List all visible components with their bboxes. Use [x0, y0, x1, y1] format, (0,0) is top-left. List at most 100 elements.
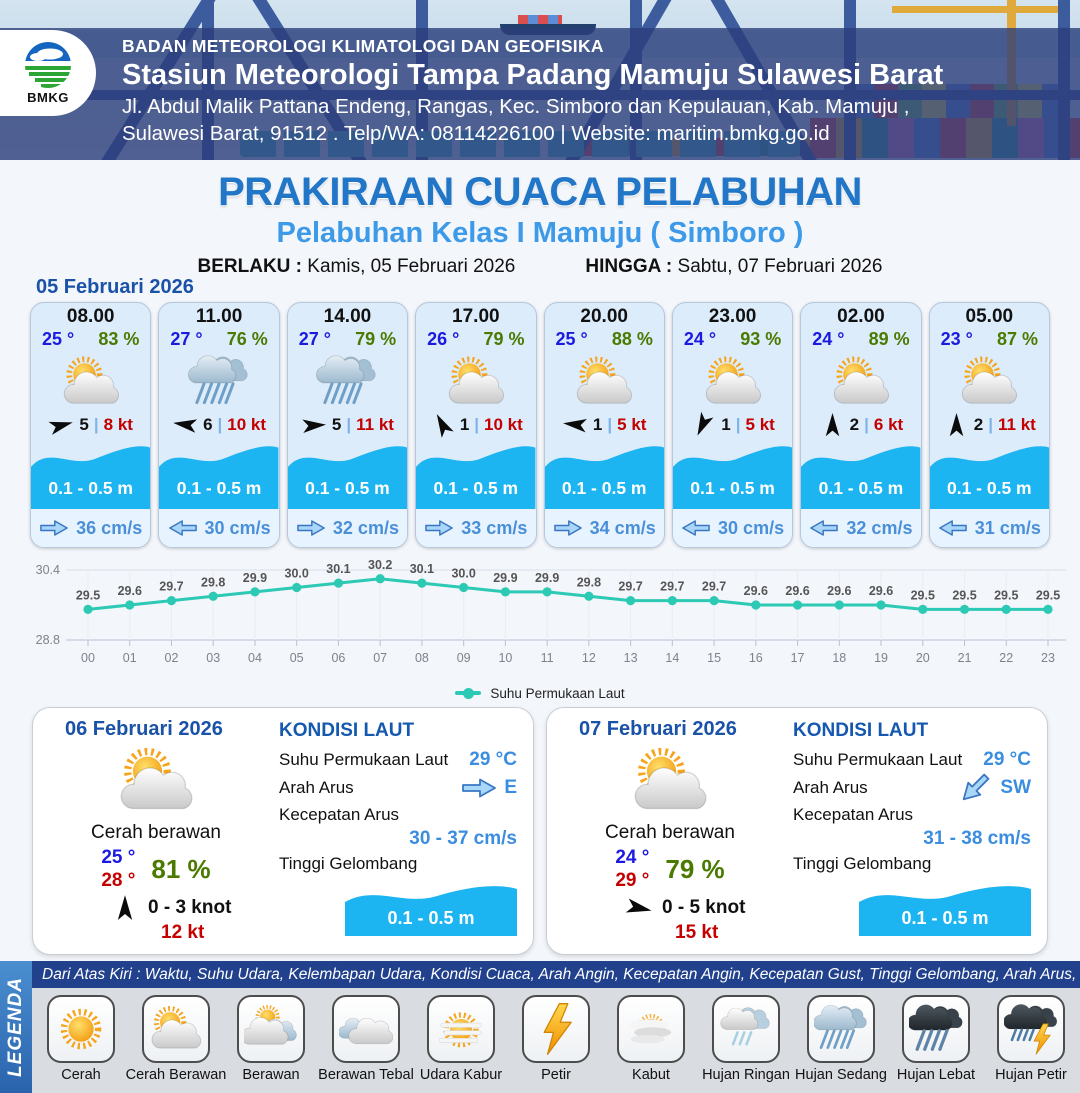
wave-height-label: Tinggi Gelombang [279, 854, 418, 873]
wind-direction-icon [428, 409, 456, 440]
temp-min: 25 ° [101, 846, 136, 868]
wave-height-value: 0.1 - 0.5 m [387, 908, 475, 928]
wave-height-value: 0.1 - 0.5 m [433, 478, 519, 498]
current-row: 36 cm/s [31, 509, 151, 547]
svg-text:29.8: 29.8 [201, 575, 225, 589]
wind-speed: 1 [592, 415, 603, 435]
weather-icon [545, 351, 664, 412]
sst-chart: 00 01 02 03 04 05 06 07 08 09 10 11 12 13 14 15 16 17 18 19… [36, 558, 1066, 665]
svg-text:05: 05 [290, 651, 304, 665]
current-direction-icon [809, 519, 839, 537]
current-speed-value: 31 - 38 cm/s [923, 828, 1031, 849]
card-temperature: 26 ° [427, 328, 460, 349]
svg-text:13: 13 [624, 651, 638, 665]
card-temperature: 24 ° [683, 328, 717, 349]
svg-text:06: 06 [331, 651, 345, 665]
current-row: 30 cm/s [672, 509, 793, 547]
card-humidity: 76 % [226, 328, 268, 349]
svg-text:07: 07 [373, 651, 387, 665]
sst-chart-section: 00 01 02 03 04 05 06 07 08 09 10 11 12 13 14 15 16 17 18 19… [0, 554, 1080, 703]
sst-value: 29 °C [469, 749, 517, 770]
wave-height-label: Tinggi Gelombang [793, 854, 932, 873]
svg-text:29.7: 29.7 [660, 580, 684, 594]
legend-item-label: Hujan Ringan [702, 1067, 790, 1083]
card-humidity: 89 % [868, 328, 910, 349]
card-temp-humidity-row: 25 ° 83 % [31, 328, 150, 351]
current-speed: 30 cm/s [718, 517, 785, 538]
weather-icon [31, 351, 150, 412]
berlaku-label: BERLAKU : [197, 256, 303, 277]
svg-text:14: 14 [665, 651, 679, 665]
card-time: 11.00 [195, 306, 243, 327]
wind-direction-icon [561, 415, 589, 436]
forecast-card: 17.00 26 ° 79 % 1 | 10 kt 0.1 - 0.5 m 33… [415, 302, 537, 548]
wind-range: 0 - 5 knot [662, 897, 746, 918]
svg-text:30.0: 30.0 [451, 567, 475, 581]
forecast-card: 11.00 27 ° 76 % 6 | 10 kt 0.1 - 0.5 m 30… [158, 302, 280, 548]
wave-height-value: 0.1 - 0.5 m [561, 478, 647, 498]
svg-text:10: 10 [498, 651, 512, 665]
sst-row: Suhu Permukaan Laut 29 °C [279, 749, 517, 771]
svg-text:29.6: 29.6 [744, 584, 768, 598]
wind-gust: 5 kt [617, 415, 647, 435]
current-row: 32 cm/s [287, 509, 408, 547]
forecast-card: 05.00 23 ° 87 % 2 | 11 kt 0.1 - 0.5 m 31… [928, 302, 1050, 548]
forecast-card: 23.00 24 ° 93 % 1 | 5 kt 0.1 - 0.5 m 30 … [671, 302, 794, 548]
svg-text:29.7: 29.7 [702, 580, 726, 594]
current-speed: 34 cm/s [589, 517, 656, 538]
address-line: Jl. Abdul Malik Pattana Endeng, Rangas, … [122, 95, 910, 118]
card-temp-humidity-row: 23 ° 87 % [930, 328, 1049, 351]
card-humidity: 79 % [483, 328, 525, 349]
card-temp-humidity-row: 27 ° 79 % [288, 328, 407, 351]
day-wind-row: 0 - 3 knot [111, 895, 232, 920]
svg-text:03: 03 [206, 651, 220, 665]
svg-text:02: 02 [165, 651, 179, 665]
sea-conditions-title: KONDISI LAUT [279, 720, 415, 741]
berlaku-value: Kamis, 05 Februari 2026 [307, 256, 516, 277]
svg-text:30.2: 30.2 [368, 558, 392, 572]
svg-text:29.6: 29.6 [785, 584, 809, 598]
current-direction-icon [296, 519, 326, 537]
legend-title: LEGENDA [5, 977, 26, 1077]
legend-item: Hujan Sedang [795, 995, 887, 1083]
forecast-date: 05 Februari 2026 [36, 276, 194, 298]
current-speed-row: Kecepatan Arus 31 - 38 cm/s [793, 805, 1031, 850]
legend-weather-icon [237, 995, 305, 1063]
current-direction-icon [39, 519, 69, 537]
card-time: 05.00 [965, 306, 1014, 327]
separator: | [217, 415, 223, 435]
current-speed-row: Kecepatan Arus 30 - 37 cm/s [279, 805, 517, 850]
validity-row: BERLAKU : Kamis, 05 Februari 2026 HINGGA… [0, 256, 1080, 278]
legend-weather-icon [617, 995, 685, 1063]
wind-row: 5 | 8 kt [31, 412, 150, 438]
svg-text:11: 11 [541, 651, 554, 665]
day-humidity: 81 % [151, 853, 211, 884]
wave-height-band: 0.1 - 0.5 m [544, 438, 664, 510]
legend-weather-icon [522, 995, 590, 1063]
legend-item-label: Cerah Berawan [125, 1067, 227, 1083]
sst-row: Suhu Permukaan Laut 29 °C [793, 749, 1031, 771]
page-subtitle: Pelabuhan Kelas I Mamuju ( Simboro ) [276, 217, 804, 249]
current-direction-label: Arah Arus [793, 778, 868, 797]
sea-conditions-panel: KONDISI LAUT Suhu Permukaan Laut 29 °C A… [779, 718, 1033, 944]
title-block: PRAKIRAAN CUACA PELABUHAN Pelabuhan Kela… [0, 160, 1080, 277]
current-speed-label: Kecepatan Arus [793, 805, 914, 824]
card-temp-humidity-row: 24 ° 93 % [673, 328, 792, 351]
current-speed: 32 cm/s [332, 517, 399, 538]
wave-shape [345, 886, 517, 936]
current-direction-value: SW [1000, 777, 1031, 798]
wind-speed: 2 [849, 415, 860, 435]
wind-speed: 6 [203, 415, 213, 435]
day-weather-panel: 07 Februari 2026 Cerah berawan 24 ° 29 °… [561, 718, 779, 944]
wind-range: 0 - 3 knot [148, 897, 232, 918]
card-time: 20.00 [580, 306, 628, 327]
temp-min: 24 ° [615, 846, 650, 868]
current-direction-label: Arah Arus [279, 778, 354, 797]
current-row: 30 cm/s [159, 509, 279, 547]
wave-shape [416, 446, 536, 510]
card-humidity: 93 % [740, 328, 782, 349]
station-name: Stasiun Meteorologi Tampa Padang Mamuju … [122, 59, 944, 91]
separator: | [864, 415, 869, 435]
legend-item-label: Petir [541, 1067, 571, 1083]
svg-text:29.6: 29.6 [869, 584, 893, 598]
